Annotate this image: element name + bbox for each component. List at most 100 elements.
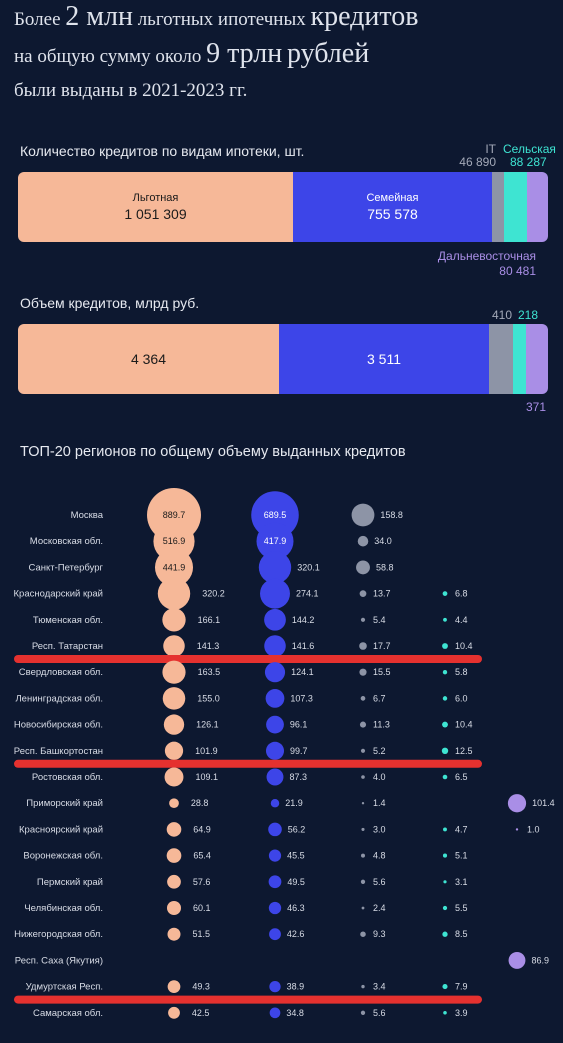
it-value-label: 2.4 (373, 903, 386, 913)
family-bubble (264, 608, 286, 631)
it-count-value: 46 890 (459, 155, 496, 169)
rural-value-label: 6.0 (455, 693, 468, 703)
lgot-bubble (167, 874, 181, 889)
rural-value-label: 6.8 (455, 589, 468, 599)
it-value-label: 3.0 (373, 824, 386, 834)
rural-bubble (442, 591, 448, 596)
fe-bubble (515, 828, 519, 831)
count-section-title: Количество кредитов по видам ипотеки, шт… (20, 143, 305, 159)
region-label: Новосибирская обл. (14, 720, 103, 731)
lgot-value-label: 166.1 (198, 615, 221, 625)
it-bubble (357, 535, 369, 547)
rural-value-label: 5.8 (455, 667, 468, 677)
it-value-label: 4.8 (373, 851, 386, 861)
headline: Более 2 млн льготных ипотечных кредитов … (14, 0, 559, 108)
it-value-label: 15.5 (373, 667, 391, 677)
rural-value-label: 10.4 (455, 720, 473, 730)
lgot-bubble (166, 900, 182, 916)
region-label: Ростовская обл. (32, 772, 103, 783)
rural-bubble (443, 617, 447, 622)
highlight-underline (14, 655, 482, 663)
lgot-bubble (169, 798, 179, 809)
count-seg-fe (527, 172, 548, 242)
fe-bubble (508, 951, 526, 969)
headline-text: льготных ипотечных (137, 9, 306, 30)
volume-seg-it (489, 324, 513, 394)
it-bubble (361, 984, 365, 989)
count-seg-family: Семейная 755 578 (293, 172, 492, 242)
rural-bubble (443, 827, 447, 832)
family-value-label: 46.3 (287, 903, 305, 913)
headline-text: на общую сумму около (14, 46, 202, 67)
family-value-label: 49.5 (287, 877, 305, 887)
it-value-label: 58.8 (376, 562, 394, 572)
rural-bubble (442, 721, 448, 728)
lgot-value-label: 42.5 (192, 1008, 210, 1018)
rural-bubble (442, 853, 448, 858)
lgot-value-label: 155.0 (197, 693, 220, 703)
rural-bubble (442, 774, 448, 780)
it-bubble (359, 590, 367, 597)
it-value-label: 34.0 (374, 536, 392, 546)
region-label: Тюменская обл. (33, 615, 103, 626)
rural-bubble (442, 931, 448, 937)
family-bubble (268, 875, 282, 889)
region-label: Москва (71, 510, 104, 521)
it-bubble (359, 642, 367, 650)
headline-number: 2 млн (65, 1, 133, 32)
family-value-label: 320.1 (297, 562, 320, 572)
highlight-underline (14, 995, 482, 1004)
it-bubble (359, 668, 367, 676)
it-value-label: 5.2 (373, 746, 386, 756)
it-value-label: 17.7 (373, 641, 391, 651)
lgot-value-label: 141.3 (197, 641, 220, 651)
volume-seg-family: 3 511 (279, 324, 489, 394)
top-section-title: ТОП-20 регионов по общему объему выданны… (20, 444, 406, 460)
lgot-bubble (164, 767, 184, 787)
family-value-label: 42.6 (287, 929, 305, 939)
family-value-label: 689.5 (264, 510, 287, 520)
fe-label: Дальневосточная (437, 249, 536, 263)
lgot-bubble (167, 980, 181, 993)
region-label: Пермский край (37, 877, 103, 888)
headline-emphasis: кредитов (310, 1, 419, 32)
rural-value-label: 5.5 (455, 903, 468, 913)
it-volume-value: 410 (491, 308, 512, 322)
family-bubble (270, 798, 280, 808)
family-value-label: 96.1 (290, 720, 308, 730)
it-value-label: 6.7 (373, 693, 386, 703)
rural-value-label: 5.1 (455, 851, 468, 861)
region-label: Московская обл. (30, 536, 103, 547)
seg-value: 4 364 (130, 351, 167, 367)
rural-value-label: 3.9 (455, 1008, 468, 1018)
volume-stacked-bar: 4 364 3 511 (18, 324, 548, 394)
it-bubble (360, 748, 366, 753)
rural-value-label: 7.9 (455, 982, 468, 992)
fe-value-label: 101.4 (532, 798, 555, 808)
fe-value-label: 1.0 (527, 824, 540, 834)
headline-line-2: на общую сумму около 9 трлн рублей (14, 37, 559, 74)
it-bubble (361, 827, 365, 831)
region-label: Респ. Башкортостан (14, 746, 103, 757)
region-label: Самарская обл. (33, 1008, 103, 1019)
it-value-label: 9.3 (373, 929, 386, 939)
lgot-value-label: 65.4 (193, 851, 211, 861)
it-bubble (360, 696, 366, 701)
it-bubble (361, 906, 365, 910)
highlight-underline (14, 759, 482, 768)
it-label: IT (485, 142, 496, 156)
lgot-bubble (162, 608, 186, 632)
lgot-bubble (168, 1006, 180, 1019)
lgot-value-label: 101.9 (195, 746, 218, 756)
lgot-value-label: 49.3 (192, 982, 210, 992)
lgot-bubble (167, 927, 181, 941)
count-seg-rural (504, 172, 527, 242)
family-bubble (268, 849, 282, 862)
it-bubble (359, 721, 367, 728)
seg-value: 1 051 309 (124, 206, 187, 222)
lgot-value-label: 163.5 (198, 667, 221, 677)
family-bubble (266, 715, 284, 734)
rural-bubble (442, 905, 448, 911)
lgot-value-label: 57.6 (193, 877, 211, 887)
